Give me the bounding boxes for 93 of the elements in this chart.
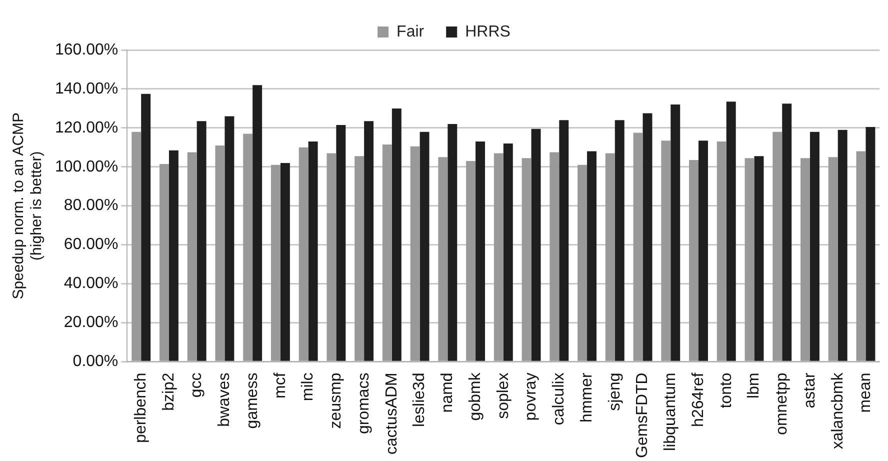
bar	[196, 121, 206, 361]
bar	[476, 142, 486, 361]
bar	[494, 153, 504, 361]
bar	[522, 158, 532, 361]
x-tick-label: milc	[300, 372, 317, 402]
x-tick-label: leslie3d	[411, 372, 428, 427]
bar	[726, 102, 736, 361]
bar	[280, 162, 290, 361]
y-tick-label: 40.00%	[64, 275, 118, 292]
bar	[531, 128, 541, 361]
bar	[336, 124, 346, 361]
y-tick-label: 60.00%	[64, 236, 118, 254]
bar	[800, 158, 810, 361]
bar	[132, 132, 142, 361]
x-tick-label: sjeng	[606, 372, 624, 411]
x-tick-label: povray	[522, 372, 540, 421]
x-tick-label: namd	[439, 372, 456, 413]
bar	[856, 151, 866, 361]
bar	[828, 157, 838, 361]
x-tick-label: gcc	[188, 372, 206, 398]
bar	[364, 121, 374, 361]
bar	[754, 156, 764, 361]
x-tick-label: libquantum	[662, 372, 680, 451]
y-tick-label: 140.00%	[54, 80, 118, 98]
bar	[698, 140, 708, 361]
y-tick-label: 80.00%	[64, 197, 118, 214]
x-tick-label: perlbench	[132, 372, 150, 443]
bar	[550, 152, 560, 361]
x-tick-label: gobmk	[466, 372, 484, 421]
bar	[270, 164, 280, 361]
x-tick-label: xalancbmk	[829, 372, 846, 450]
bar	[354, 156, 364, 361]
bar	[243, 134, 253, 361]
bar	[438, 157, 448, 361]
x-tick-label: tonto	[718, 372, 735, 408]
x-tick-label: gamess	[244, 372, 261, 429]
x-tick-label: gromacs	[355, 372, 372, 434]
bar	[772, 132, 782, 361]
bar	[298, 147, 308, 361]
bar	[633, 132, 643, 361]
x-tick-label: calculix	[550, 372, 568, 426]
y-tick-label: 100.00%	[54, 158, 118, 176]
y-axis-title: Speedup norm. to an ACMP (higher is better)	[10, 112, 46, 300]
bar	[448, 124, 458, 361]
bar	[782, 104, 792, 361]
bar	[187, 152, 197, 361]
bar	[326, 153, 336, 361]
bar	[866, 126, 876, 361]
x-tick-label: omnetpp	[774, 372, 791, 435]
bar	[810, 132, 820, 361]
bar	[252, 85, 262, 361]
bar	[838, 130, 848, 361]
legend-label: Fair	[396, 23, 425, 40]
bar	[224, 116, 234, 361]
x-tick-label: lbm	[746, 372, 763, 398]
x-tick-label: bwaves	[216, 372, 234, 427]
bar	[642, 113, 652, 361]
bar	[661, 140, 671, 361]
bar	[466, 161, 476, 361]
bar	[605, 153, 615, 361]
y-tick-label: 0.00%	[72, 353, 118, 370]
bar	[308, 142, 318, 361]
bar	[141, 94, 151, 361]
bar	[559, 120, 569, 361]
x-tick-label: zeusmp	[328, 372, 345, 429]
x-tick-label: mcf	[272, 372, 289, 398]
y-tick-label: 120.00%	[54, 119, 118, 136]
x-tick-label: hmmer	[578, 372, 596, 422]
x-tick-label: cactusADM	[383, 372, 400, 454]
x-tick-label: bzip2	[160, 372, 178, 411]
bar	[168, 150, 178, 361]
x-tick-label: h264ref	[690, 372, 707, 427]
legend-label: HRRS	[465, 23, 510, 40]
bar	[382, 144, 392, 361]
bar	[215, 145, 225, 361]
bar	[716, 142, 726, 361]
bar	[392, 108, 402, 361]
x-tick-label: mean	[857, 372, 874, 413]
bar	[614, 120, 624, 361]
bar	[670, 104, 680, 361]
bar	[587, 151, 596, 361]
bar	[159, 164, 169, 361]
y-tick-label: 20.00%	[64, 314, 118, 332]
x-tick-label: astar	[801, 372, 818, 408]
bar	[410, 146, 420, 361]
bar	[744, 158, 754, 361]
bar	[503, 144, 513, 361]
y-tick-label: 160.00%	[54, 41, 118, 58]
bar	[689, 160, 699, 361]
x-tick-label: GemsFDTD	[634, 372, 652, 458]
bar	[578, 164, 588, 361]
bar	[420, 132, 430, 361]
x-tick-label: soplex	[494, 372, 512, 419]
